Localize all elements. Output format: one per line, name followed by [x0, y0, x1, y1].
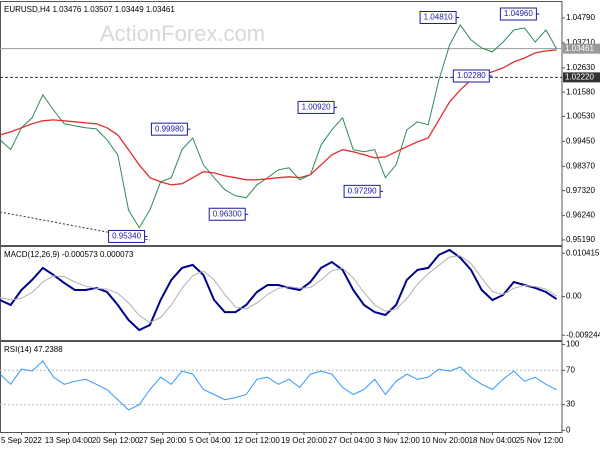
panel-title: EURUSD,H4 1.03476 1.03507 1.03449 1.0346… — [4, 5, 175, 14]
y-tick-label: 1.03710 — [566, 38, 595, 47]
series-line — [0, 23, 558, 229]
y-tick-label: 0.97320 — [566, 186, 595, 195]
price-tag-label: 1.03461 — [565, 44, 594, 53]
x-tick-label: 13 Sep 04:00 — [45, 436, 93, 445]
y-tick-label: 0.00 — [566, 292, 582, 301]
price-tag — [563, 43, 600, 54]
annotation-label: 1.02280 — [457, 71, 486, 80]
annotation-box — [108, 229, 146, 243]
annotation-label: 1.00920 — [302, 103, 331, 112]
series-line — [0, 49, 557, 186]
annotation-box — [208, 207, 246, 221]
y-tick-label: 1.02630 — [566, 63, 595, 72]
annotation-box — [419, 10, 457, 24]
y-tick-label: 0.010415 — [566, 248, 600, 257]
panel-frame — [0, 341, 563, 433]
annotation-label: 0.96300 — [213, 209, 242, 218]
y-tick-label: 0.99450 — [566, 137, 595, 146]
y-tick-label: 0.96240 — [566, 211, 595, 220]
y-tick-label: 30 — [566, 400, 575, 409]
annotation-label: 1.04810 — [424, 13, 453, 22]
y-tick-label: 1.04790 — [566, 13, 595, 22]
y-tick-label: 1.01580 — [566, 87, 595, 96]
x-tick-label: 5 Sep 2022 — [1, 436, 42, 445]
watermark: ActionForex.com — [100, 21, 265, 46]
panel-title: MACD(12,26,9) -0.000573 0.000073 — [4, 250, 134, 259]
annotation-box — [343, 184, 381, 198]
x-tick-label: 27 Sep 20:00 — [139, 436, 187, 445]
x-tick-label: 3 Nov 12:00 — [377, 436, 421, 445]
x-tick-label: 20 Sep 12:00 — [92, 436, 140, 445]
x-tick-label: 19 Oct 20:00 — [281, 436, 327, 445]
annotation-label: 1.04960 — [504, 9, 533, 18]
price-tag — [563, 72, 600, 83]
panel-frame — [0, 246, 563, 341]
y-tick-label: 0.95190 — [566, 235, 595, 244]
x-tick-label: 18 Nov 04:00 — [469, 436, 517, 445]
x-tick-label: 5 Oct 04:00 — [189, 436, 231, 445]
series-line — [0, 255, 557, 324]
annotation-label: 0.95340 — [112, 232, 141, 241]
price-tag-label: 1.02220 — [565, 72, 594, 81]
panel-title: RSI(14) 47.2388 — [4, 345, 63, 354]
trend-line — [0, 211, 151, 241]
y-tick-label: 100 — [566, 340, 580, 349]
annotation-label: 0.97290 — [348, 186, 377, 195]
x-tick-label: 25 Nov 12:00 — [516, 436, 564, 445]
y-tick-label: 70 — [566, 365, 575, 374]
x-tick-label: 10 Nov 20:00 — [422, 436, 470, 445]
annotation-label: 0.99980 — [155, 124, 184, 133]
y-tick-label: 0.98370 — [566, 161, 595, 170]
series-line — [0, 360, 557, 411]
y-tick-label: 1.00530 — [566, 112, 595, 121]
series-line — [0, 248, 558, 332]
x-tick-label: 27 Oct 04:00 — [328, 436, 374, 445]
annotation-box — [452, 69, 490, 83]
y-tick-label: -0.009244 — [566, 330, 600, 339]
x-tick-label: 12 Oct 12:00 — [234, 436, 280, 445]
panel-frame — [0, 1, 563, 246]
annotation-box — [150, 122, 188, 136]
y-tick-label: 0 — [566, 425, 571, 434]
annotation-box — [297, 100, 335, 114]
annotation-box — [499, 7, 537, 21]
